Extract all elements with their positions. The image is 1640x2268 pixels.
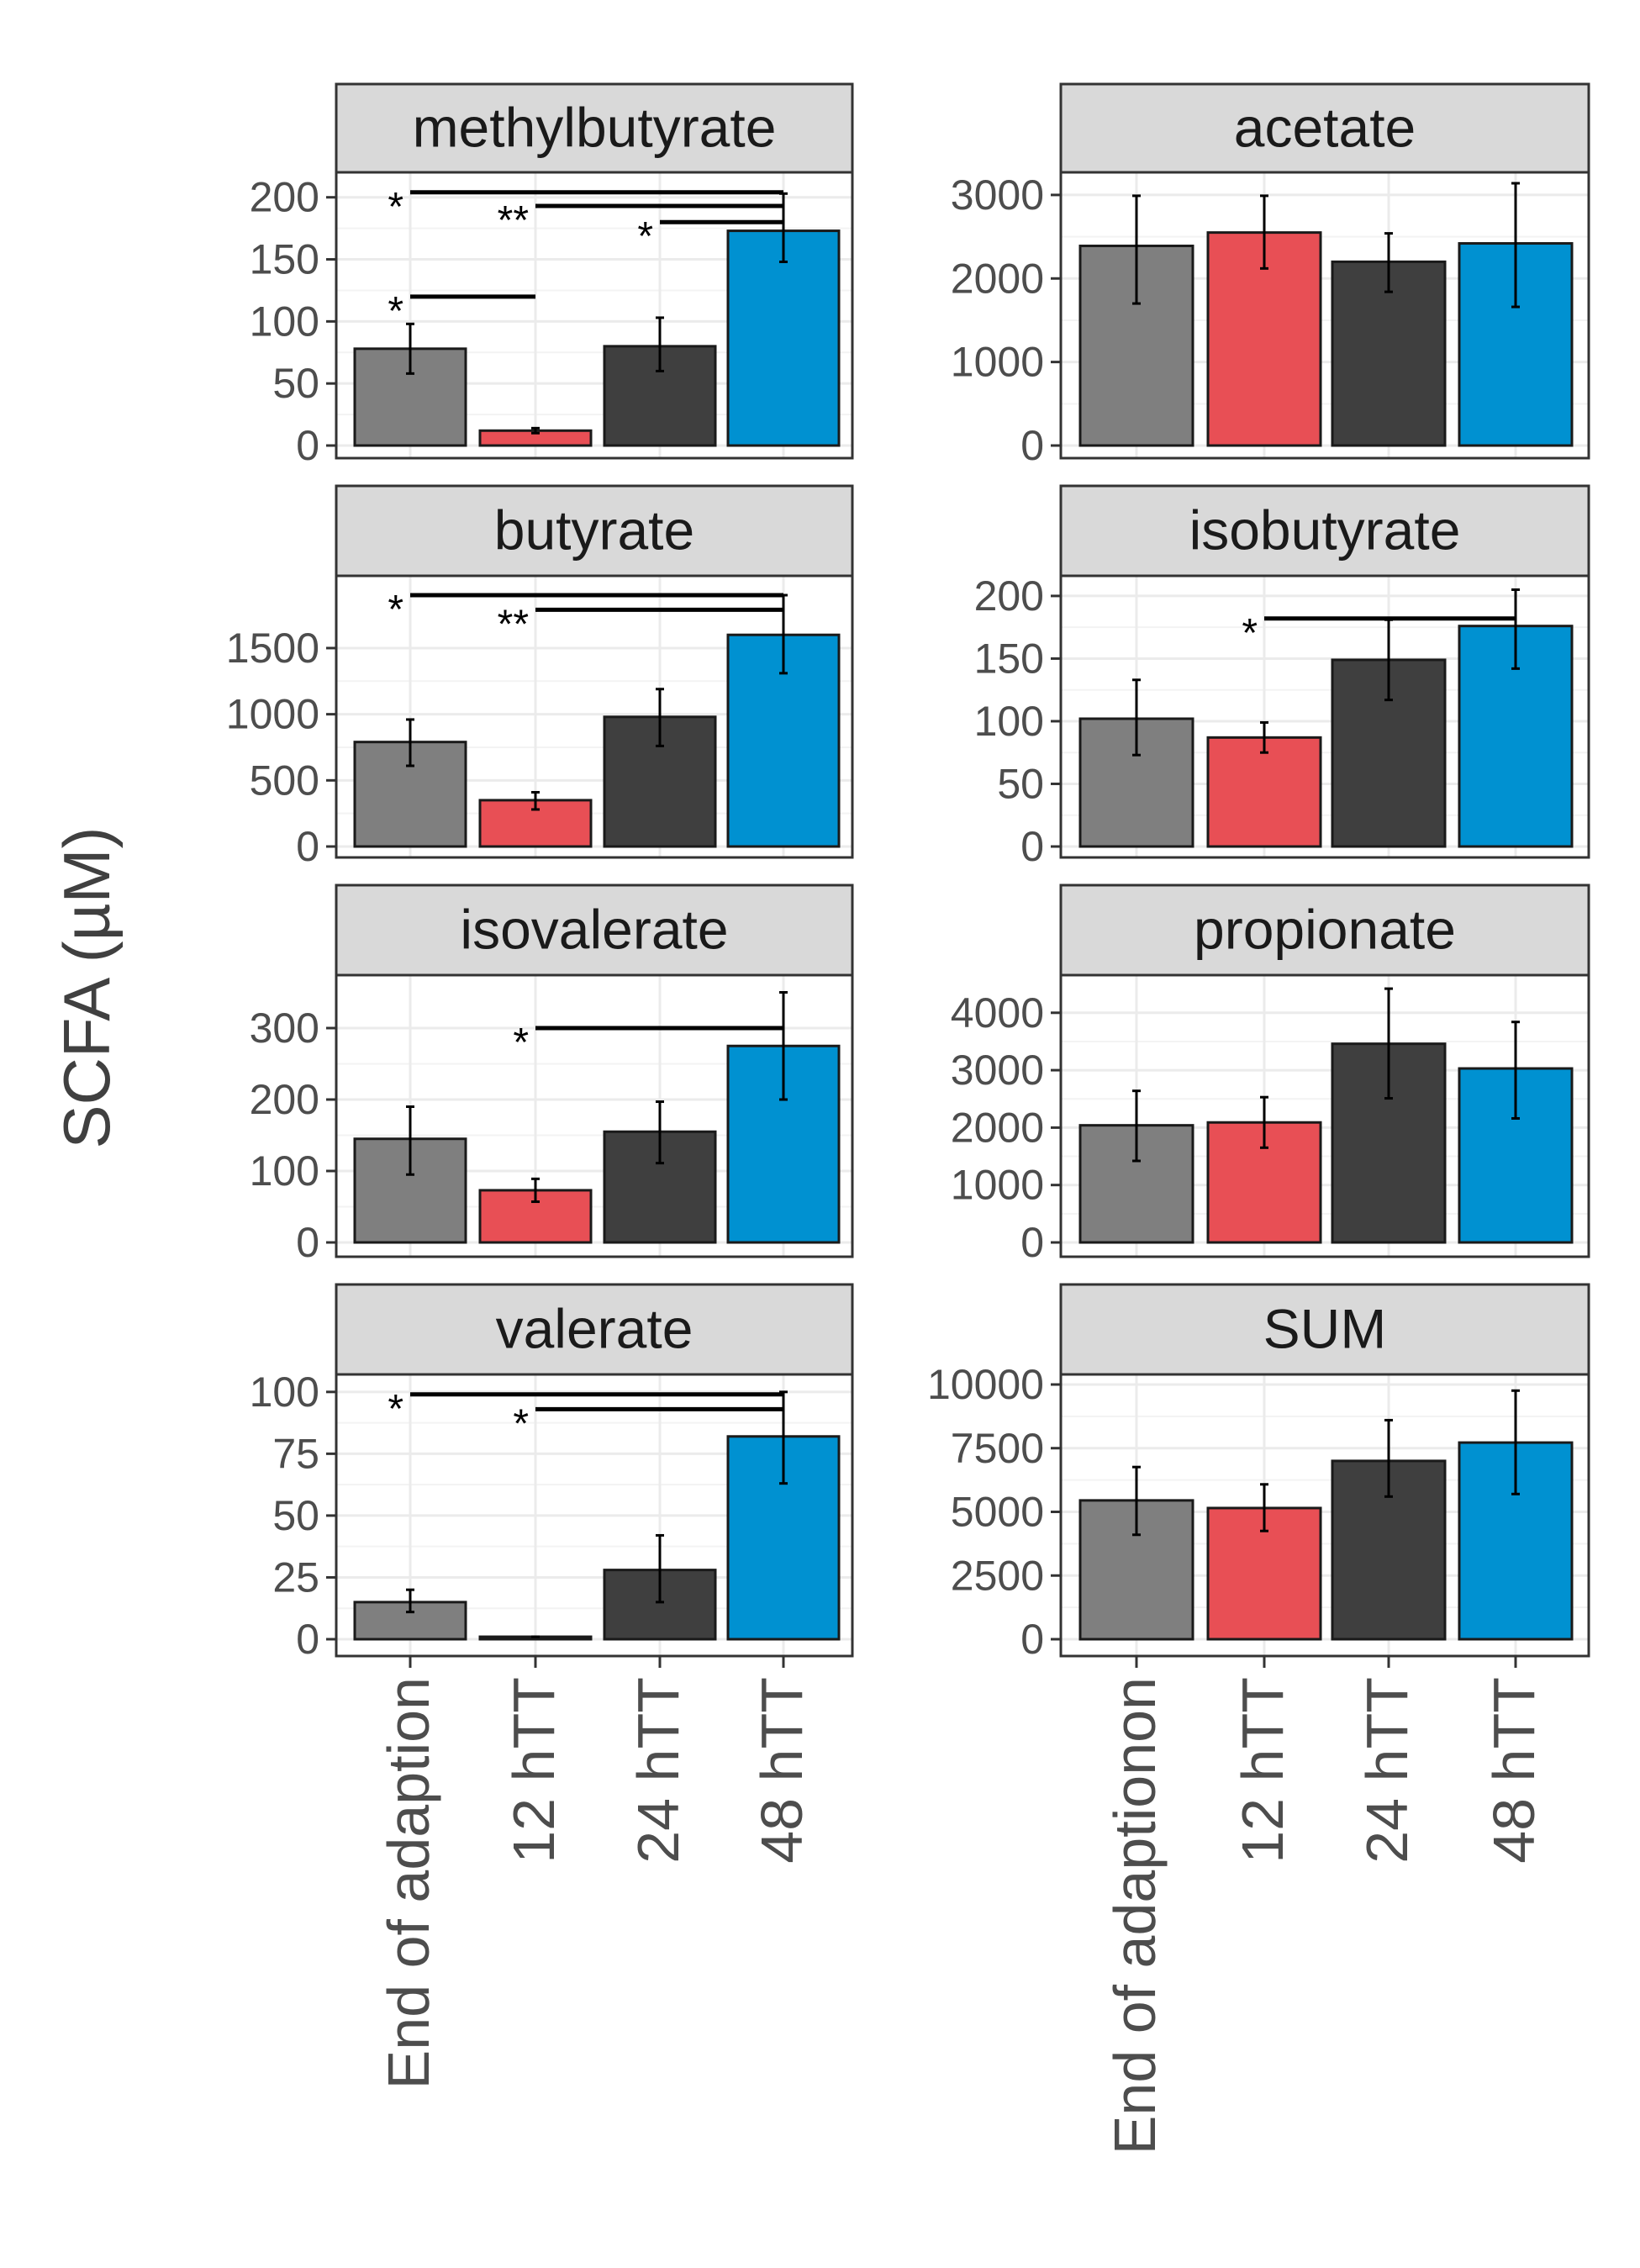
y-tick-label: 100 bbox=[250, 1147, 319, 1195]
facet-title: valerate bbox=[496, 1298, 693, 1360]
facet-title: isovalerate bbox=[460, 899, 728, 961]
facet-strip bbox=[335, 883, 854, 977]
y-tick-label: 2000 bbox=[951, 1104, 1044, 1151]
facet-propionate: propionate 0 1000 2000 3000 4000 bbox=[951, 883, 1590, 1266]
y-tick-label: 4000 bbox=[951, 989, 1044, 1036]
y-tick-label: 10000 bbox=[927, 1361, 1044, 1408]
y-tick-label: 25 bbox=[272, 1553, 319, 1601]
significance-label: * bbox=[513, 1021, 529, 1065]
significance-label: ** bbox=[498, 602, 529, 646]
facet-title: isobutyrate bbox=[1189, 499, 1461, 562]
significance-label: * bbox=[388, 1387, 403, 1432]
y-tick-label: 1500 bbox=[226, 625, 319, 672]
facet-isovalerate: * isovalerate 0 100 200 300 bbox=[250, 883, 854, 1266]
facet-strip bbox=[335, 82, 854, 174]
y-tick-label: 2500 bbox=[951, 1552, 1044, 1599]
significance-label: ** bbox=[498, 198, 529, 243]
y-tick-label: 150 bbox=[250, 236, 319, 283]
y-tick-label: 100 bbox=[974, 698, 1044, 745]
y-tick-label: 200 bbox=[250, 1076, 319, 1123]
x-tick-label: End of adaption bbox=[376, 1677, 441, 2089]
y-tick-label: 300 bbox=[250, 1005, 319, 1052]
facet-title: propionate bbox=[1194, 899, 1456, 961]
bar bbox=[353, 347, 467, 447]
y-tick-label: 150 bbox=[974, 635, 1044, 682]
y-tick-label: 0 bbox=[1020, 1219, 1044, 1266]
y-tick-label: 50 bbox=[272, 1492, 319, 1539]
facet-isobutyrate: * isobutyrate 0 50 100 150 200 bbox=[974, 484, 1590, 870]
facet-strip bbox=[1059, 484, 1590, 578]
y-tick-label: 200 bbox=[250, 174, 319, 221]
bar bbox=[726, 229, 841, 447]
facet-title: methylbutyrate bbox=[413, 97, 777, 159]
significance-label: * bbox=[637, 214, 653, 259]
y-tick-label: 7500 bbox=[951, 1425, 1044, 1472]
y-tick-label: 50 bbox=[272, 360, 319, 407]
y-tick-label: 1000 bbox=[226, 691, 319, 738]
y-tick-label: 100 bbox=[250, 298, 319, 345]
y-tick-label: 75 bbox=[272, 1430, 319, 1477]
x-tick-label: 24 hTT bbox=[625, 1677, 691, 1864]
y-tick-label: 50 bbox=[997, 760, 1044, 807]
y-tick-label: 5000 bbox=[951, 1489, 1044, 1536]
x-tick-label: 48 hTT bbox=[1481, 1677, 1547, 1864]
y-tick-label: 0 bbox=[1020, 823, 1044, 870]
y-tick-label: 0 bbox=[1020, 1616, 1044, 1663]
facet-strip bbox=[1059, 82, 1590, 174]
significance-label: * bbox=[388, 185, 403, 229]
facet-panels: * ** **methylbutyrate050100150200acetate01… bbox=[226, 82, 1590, 1668]
significance-label: * bbox=[388, 588, 403, 632]
facet-acetate: acetate 0 1000 2000 3000 bbox=[951, 82, 1590, 469]
facet-strip bbox=[335, 484, 854, 578]
facet-title: SUM bbox=[1263, 1298, 1387, 1360]
facet-strip bbox=[1059, 1283, 1590, 1376]
y-tick-label: 500 bbox=[250, 757, 319, 804]
y-tick-label: 0 bbox=[296, 823, 319, 870]
x-tick-label: End of adaptionon bbox=[1102, 1677, 1168, 2155]
y-tick-label: 1000 bbox=[951, 1162, 1044, 1209]
y-tick-label: 100 bbox=[250, 1369, 319, 1416]
bar bbox=[1331, 1042, 1447, 1244]
y-tick-label: 1000 bbox=[951, 339, 1044, 386]
y-tick-label: 3000 bbox=[951, 1047, 1044, 1094]
significance-label: * bbox=[388, 289, 403, 334]
y-tick-label: 3000 bbox=[951, 171, 1044, 219]
y-tick-label: 0 bbox=[296, 1219, 319, 1266]
x-tick-label: 24 hTT bbox=[1354, 1677, 1420, 1864]
y-tick-label: 0 bbox=[296, 1616, 319, 1663]
facet-strip bbox=[1059, 883, 1590, 977]
y-axis-label: SCFA (µM) bbox=[50, 827, 124, 1149]
x-axis-labels: End of adaption 12 hTT 24 hTT 48 hTT End of … bbox=[376, 1677, 1547, 2155]
facet-sum: SUM 0 2500 5000 7500 10000 bbox=[927, 1283, 1590, 1668]
x-tick-label: 12 hTT bbox=[501, 1677, 567, 1864]
x-tick-label: 12 hTT bbox=[1230, 1677, 1295, 1864]
facet-strip bbox=[335, 1283, 854, 1376]
y-tick-label: 2000 bbox=[951, 255, 1044, 302]
y-tick-label: 200 bbox=[974, 572, 1044, 620]
significance-label: * bbox=[513, 1401, 529, 1446]
significance-label: * bbox=[1242, 611, 1258, 656]
facet-title: acetate bbox=[1234, 97, 1416, 159]
y-tick-label: 0 bbox=[1020, 422, 1044, 469]
y-tick-label: 0 bbox=[296, 422, 319, 469]
facet-valerate: * * valerate 0 25 50 75 100 bbox=[250, 1283, 854, 1668]
facet-title: butyrate bbox=[494, 499, 694, 562]
x-tick-label: 48 hTT bbox=[749, 1677, 815, 1864]
bar bbox=[1206, 736, 1322, 848]
